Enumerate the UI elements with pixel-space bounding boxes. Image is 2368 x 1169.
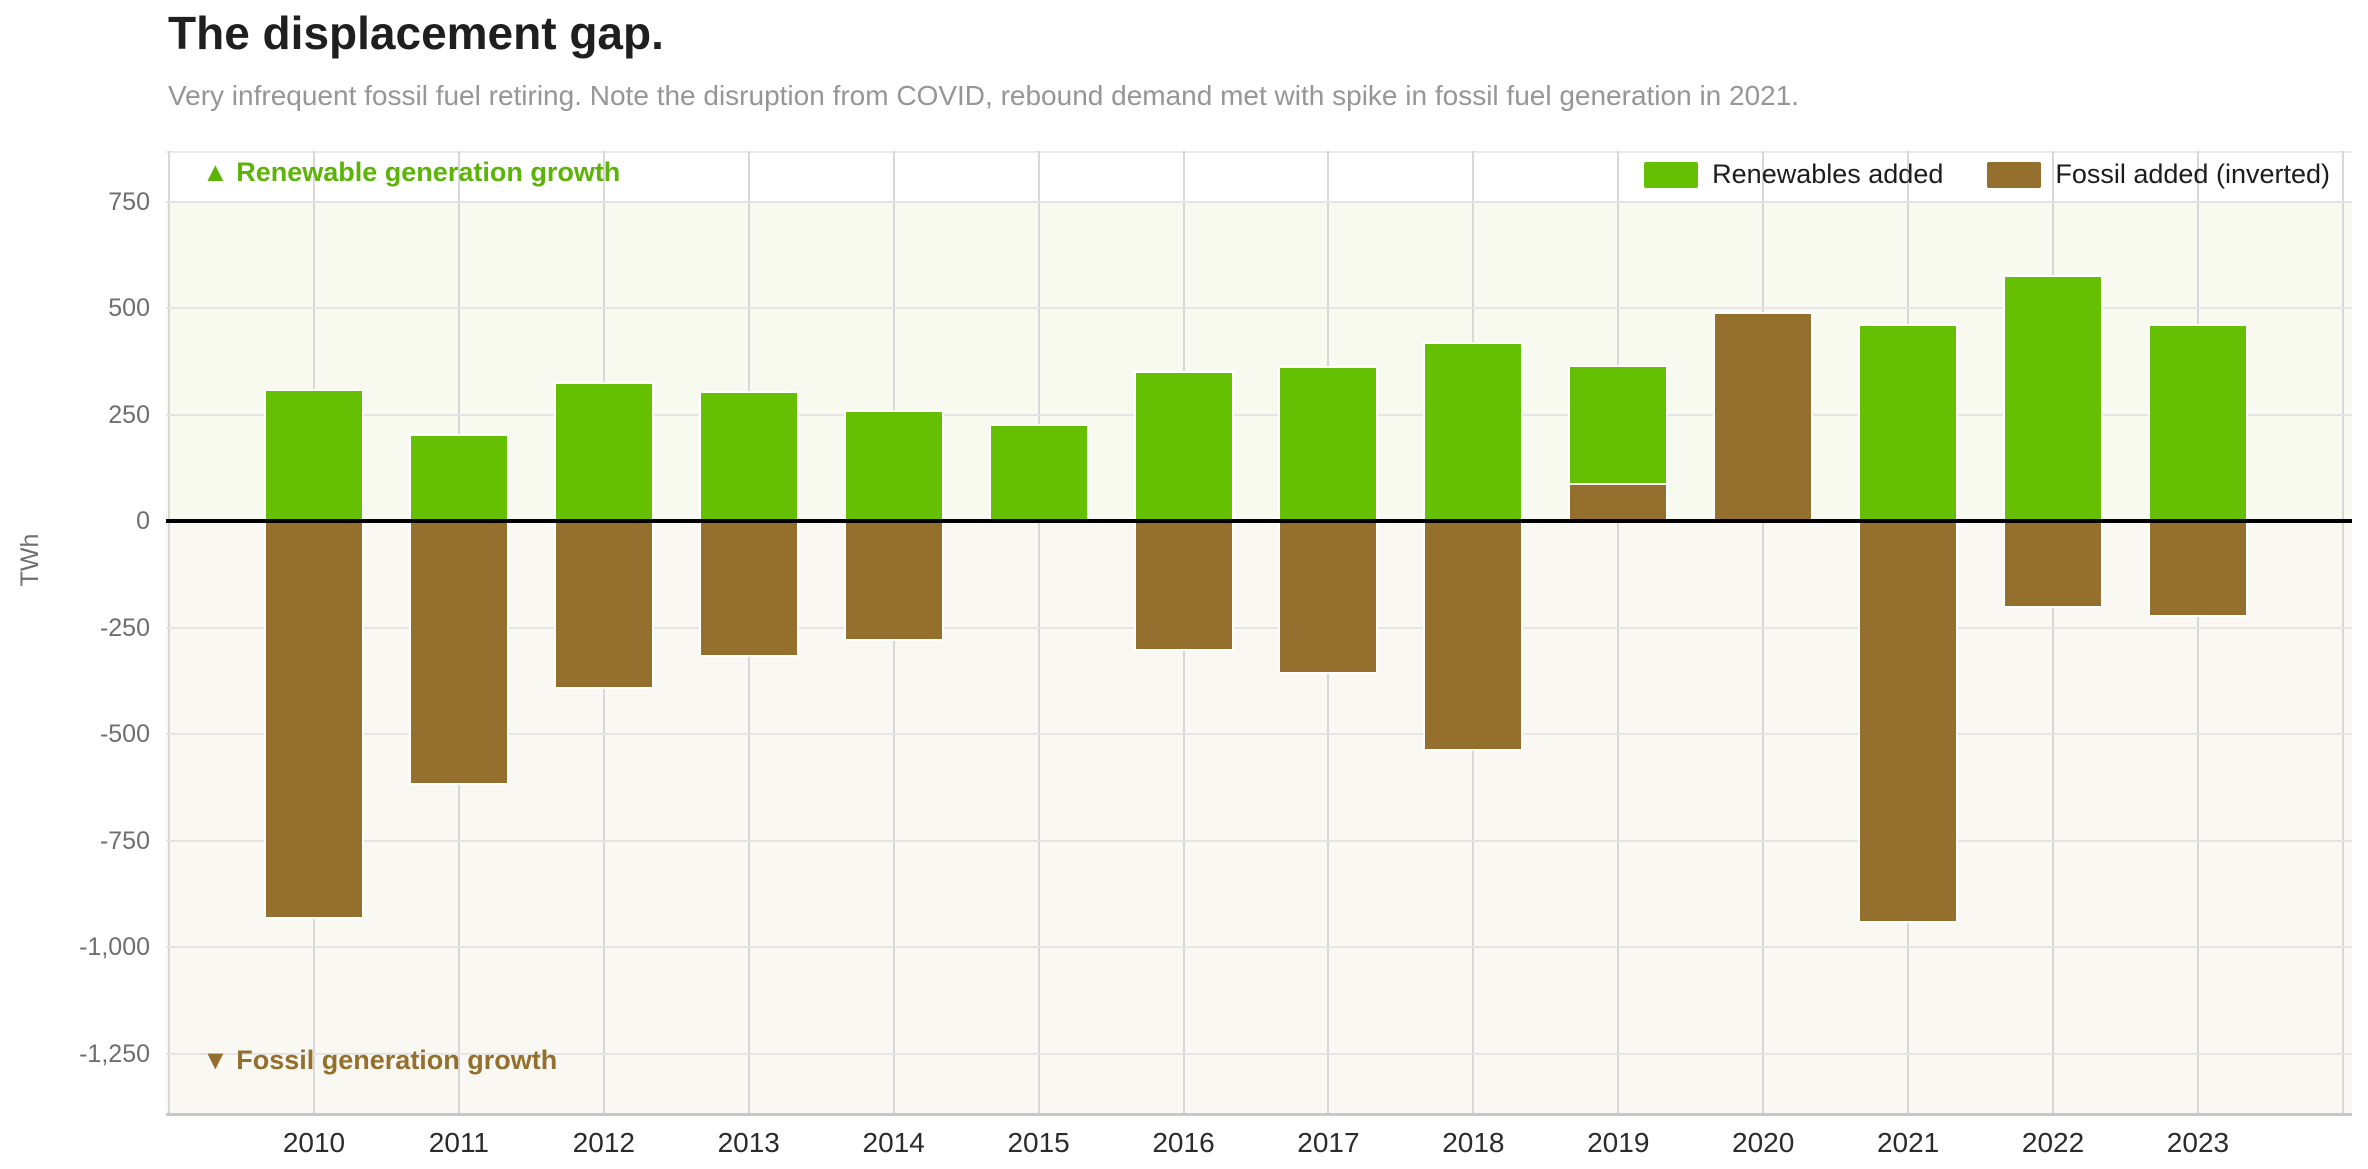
bar-fossil-inverted-2016 <box>1135 521 1232 649</box>
x-tick-label-2012: 2012 <box>572 1127 635 1158</box>
bar-fossil-inverted-2021 <box>1860 521 1957 922</box>
vertical-gridline <box>1617 151 1620 1116</box>
bar-fossil-inverted-2018 <box>1425 521 1522 749</box>
bar-renewables-2018 <box>1425 344 1522 521</box>
bar-renewables-2012 <box>555 383 652 521</box>
y-tick-label: 500 <box>108 294 150 322</box>
x-tick-label-2021: 2021 <box>1876 1127 1940 1158</box>
horizontal-gridline <box>166 839 2352 842</box>
bar-fossil-inverted-2012 <box>555 521 652 688</box>
bar-renewables-2010 <box>266 391 362 521</box>
horizontal-gridline <box>166 307 2352 309</box>
x-tick-label-2013: 2013 <box>717 1127 780 1158</box>
vertical-gridline <box>1037 151 1040 1116</box>
legend-label-renewables: Renewables added <box>1712 159 1944 189</box>
x-tick-label-2015: 2015 <box>1007 1127 1070 1158</box>
horizontal-gridline <box>166 626 2352 629</box>
x-tick-label-2020: 2020 <box>1732 1127 1795 1158</box>
bar-fossil-inverted-2023 <box>2149 521 2246 615</box>
horizontal-gridline <box>166 413 2352 416</box>
chart-title: The displacement gap. <box>168 7 664 59</box>
plot-bg-fossil-zone <box>166 521 2352 1116</box>
down-triangle-icon: ▼ <box>202 1045 229 1075</box>
x-tick-label-2018: 2018 <box>1442 1127 1505 1158</box>
bar-fossil-inverted-2013 <box>700 521 797 656</box>
vertical-gridline <box>2196 151 2199 1116</box>
chart-subtitle: Very infrequent fossil fuel retiring. No… <box>168 80 1800 111</box>
legend-item-renewables: Renewables added <box>1644 159 1943 190</box>
bar-fossil-inverted-2017 <box>1280 521 1377 673</box>
y-tick-label: 0 <box>136 507 150 535</box>
y-tick-label: -1,000 <box>79 933 150 961</box>
vertical-gridline <box>2341 151 2344 1116</box>
annotation-renewable-growth: ▲ Renewable generation growth <box>202 156 620 188</box>
horizontal-gridline <box>166 1052 2352 1055</box>
bar-fossil-inverted-2020 <box>1715 314 1812 521</box>
bar-fossil-inverted-2022 <box>2005 521 2102 607</box>
bar-fossil-inverted-2014 <box>845 521 942 640</box>
bar-renewables-2013 <box>700 393 797 521</box>
y-axis-title: TWh <box>16 533 44 587</box>
bar-renewables-2014 <box>845 411 942 521</box>
y-tick-label: -1,250 <box>79 1039 150 1068</box>
annotation-fossil-growth: ▼ Fossil generation growth <box>202 1044 557 1076</box>
x-tick-label-2023: 2023 <box>2166 1127 2230 1158</box>
bar-renewables-2015 <box>990 426 1087 521</box>
x-tick-label-2010: 2010 <box>282 1127 346 1158</box>
plot-top-border <box>166 151 2352 153</box>
plot-area: ▲ Renewable generation growth ▼ Fossil g… <box>166 151 2352 1116</box>
x-tick-label-2019: 2019 <box>1587 1127 1650 1158</box>
annotation-fossil-label: Fossil generation growth <box>236 1045 558 1075</box>
vertical-gridline <box>168 151 171 1116</box>
bar-renewables-2016 <box>1135 373 1232 521</box>
vertical-gridline <box>2052 151 2055 1116</box>
x-tick-label-2011: 2011 <box>428 1127 490 1158</box>
x-tick-label-2022: 2022 <box>2021 1127 2085 1158</box>
y-tick-label: -750 <box>99 826 150 855</box>
bar-renewables-2021 <box>1860 325 1957 521</box>
up-triangle-icon: ▲ <box>202 157 229 187</box>
plot-bg-renewable-zone <box>166 201 2352 521</box>
annotation-renewable-label: Renewable generation growth <box>236 157 621 187</box>
bar-fossil-inverted-2019 <box>1570 484 1667 521</box>
chart-legend: Renewables added Fossil added (inverted) <box>1644 159 2330 190</box>
legend-item-fossil: Fossil added (inverted) <box>1987 159 2330 190</box>
x-tick-label-2017: 2017 <box>1297 1127 1360 1158</box>
x-tick-label-2014: 2014 <box>862 1127 925 1158</box>
x-axis-line <box>166 1113 2352 1116</box>
bar-fossil-inverted-2011 <box>410 521 507 783</box>
y-tick-label: -250 <box>99 613 150 642</box>
horizontal-gridline <box>166 200 2352 203</box>
legend-swatch-renewables <box>1644 161 1699 188</box>
y-tick-label: -500 <box>99 720 150 748</box>
legend-swatch-fossil <box>1987 161 2042 188</box>
horizontal-gridline <box>166 946 2352 948</box>
zero-baseline <box>166 519 2352 523</box>
y-tick-label: 750 <box>108 187 150 216</box>
x-tick-label-2016: 2016 <box>1152 1127 1215 1158</box>
bar-renewables-2017 <box>1280 367 1377 521</box>
bar-renewables-2022 <box>2005 276 2102 521</box>
bar-fossil-inverted-2010 <box>266 521 362 918</box>
legend-label-fossil: Fossil added (inverted) <box>2055 159 2330 189</box>
horizontal-gridline <box>166 733 2352 735</box>
y-tick-label: 250 <box>108 400 150 429</box>
bar-renewables-2023 <box>2149 325 2246 521</box>
bar-renewables-2011 <box>410 435 507 521</box>
vertical-gridline <box>1762 151 1765 1116</box>
